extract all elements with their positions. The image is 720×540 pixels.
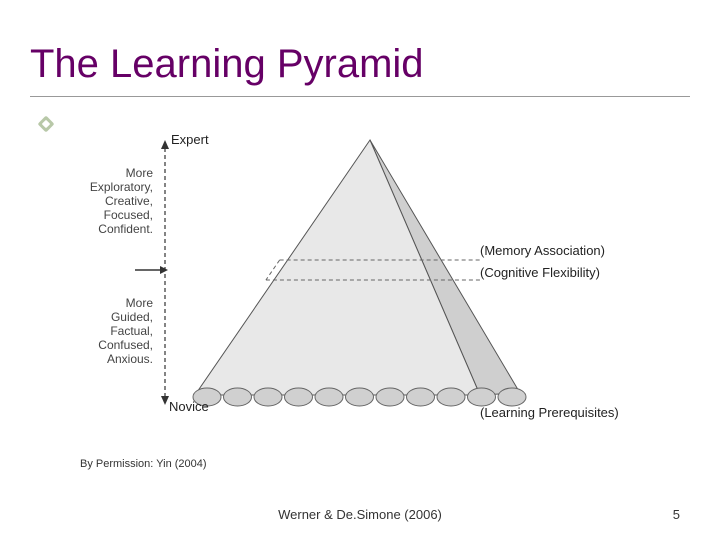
lower-desc-line: Confused, bbox=[98, 338, 153, 352]
arrow-down-icon bbox=[161, 396, 169, 405]
lower-desc-line: Anxious. bbox=[107, 352, 153, 366]
prerequisite-ellipse bbox=[376, 388, 404, 406]
upper-desc-line: Focused, bbox=[104, 208, 153, 222]
axis-top-label: Expert bbox=[171, 132, 209, 147]
prerequisite-ellipse bbox=[224, 388, 252, 406]
permission-text: By Permission: Yin (2004) bbox=[80, 458, 207, 470]
right-annotation: (Memory Association) bbox=[480, 243, 605, 258]
upper-desc-line: Creative, bbox=[105, 194, 153, 208]
footer-citation: Werner & De.Simone (2006) bbox=[0, 507, 720, 522]
upper-desc-line: Exploratory, bbox=[90, 180, 153, 194]
pyramid-diagram: ExpertNoviceMoreExploratory,Creative,Foc… bbox=[80, 125, 640, 435]
prerequisite-ellipse bbox=[437, 388, 465, 406]
pyramid-svg: ExpertNoviceMoreExploratory,Creative,Foc… bbox=[80, 125, 640, 435]
prerequisite-ellipse bbox=[346, 388, 374, 406]
prerequisite-ellipse bbox=[468, 388, 496, 406]
prerequisite-ellipse bbox=[315, 388, 343, 406]
title-underline bbox=[30, 96, 690, 97]
right-annotation: (Learning Prerequisites) bbox=[480, 405, 619, 420]
arrow-up-icon bbox=[161, 140, 169, 149]
upper-desc-line: More bbox=[126, 166, 154, 180]
right-annotation: (Cognitive Flexibility) bbox=[480, 265, 600, 280]
prerequisite-ellipse bbox=[407, 388, 435, 406]
bullet-icon bbox=[38, 116, 55, 133]
axis-bottom-label: Novice bbox=[169, 399, 209, 414]
page-number: 5 bbox=[673, 507, 680, 522]
lower-desc-line: Factual, bbox=[110, 324, 153, 338]
prerequisite-ellipse bbox=[498, 388, 526, 406]
prerequisite-ellipse bbox=[285, 388, 313, 406]
lower-desc-line: More bbox=[126, 296, 154, 310]
lower-desc-line: Guided, bbox=[111, 310, 153, 324]
upper-desc-line: Confident. bbox=[98, 222, 153, 236]
page-title: The Learning Pyramid bbox=[30, 42, 424, 87]
arrow-right-icon bbox=[160, 266, 168, 274]
prerequisite-ellipse bbox=[254, 388, 282, 406]
